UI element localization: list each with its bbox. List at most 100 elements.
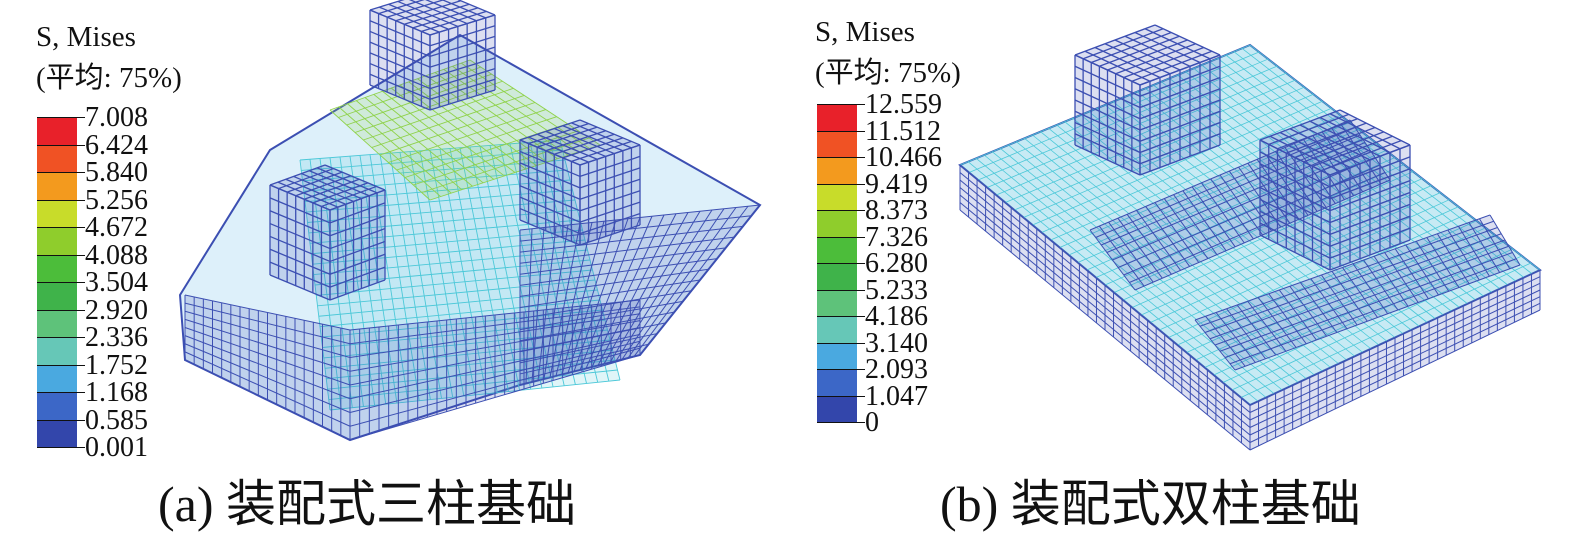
legend-swatch <box>817 316 857 343</box>
three-column-foundation-stress-model <box>178 0 762 442</box>
legend-tick-label: 8.373 <box>865 195 928 226</box>
caption: (a) 装配式三柱基础 <box>158 476 576 532</box>
legend-tick <box>75 309 85 311</box>
legend-tick <box>75 392 85 393</box>
legend-tick <box>75 364 85 366</box>
legend-tick <box>855 104 865 105</box>
legend-swatch <box>37 309 77 337</box>
legend-tick-label: 5.233 <box>865 274 928 306</box>
legend-swatch <box>817 289 857 316</box>
legend-swatch <box>37 117 77 145</box>
legend-tick <box>75 337 85 338</box>
legend-tick-label: 6.280 <box>865 248 928 279</box>
slab-side-front <box>349 299 641 441</box>
box-face-top <box>519 119 641 166</box>
box-face-left <box>1259 139 1331 271</box>
legend-tick <box>855 183 865 185</box>
legend-tick-label: 7.326 <box>865 221 928 253</box>
legend-tick-label: 5.840 <box>85 157 148 188</box>
column-top <box>369 0 496 111</box>
legend-title: S, Mises <box>815 16 915 48</box>
legend-tick <box>855 289 865 291</box>
column-front <box>1259 109 1411 271</box>
legend-tick-label: 7.008 <box>85 102 148 133</box>
legend-tick <box>855 369 865 370</box>
legend-swatch <box>817 395 857 422</box>
legend-swatch <box>37 227 77 255</box>
legend-swatch <box>817 369 857 396</box>
panel-three-column-foundation: S, Mises (平均: 75%) 7.008 6.424 5.840 5.256 4… <box>36 0 762 532</box>
panel-two-column-foundation: S, Mises (平均: 75%) 12.559 11.512 10.466 9.4… <box>790 0 1575 551</box>
box-face-top <box>269 164 386 211</box>
legend-tick-label: 0.001 <box>85 432 148 463</box>
legend-swatch <box>37 364 77 392</box>
legend-tick-label: 9.419 <box>865 168 928 200</box>
legend-tick-label: 4.186 <box>865 301 928 332</box>
legend-title: S, Mises <box>36 21 136 53</box>
legend-tick <box>855 342 865 344</box>
legend-swatch <box>817 183 857 210</box>
legend-tick <box>855 157 865 158</box>
legend-tick <box>75 282 85 283</box>
legend-swatch <box>37 172 77 200</box>
legend-tick <box>75 419 85 421</box>
legend-swatch <box>817 263 857 290</box>
legend-swatch <box>37 337 77 365</box>
slab-side-left <box>959 164 1251 451</box>
legend-swatch <box>37 419 77 447</box>
legend-subtitle: (平均: 75%) <box>36 62 182 94</box>
legend-tick-label: 2.920 <box>85 294 148 326</box>
legend-tick <box>855 316 865 317</box>
legend-tick-label: 10.466 <box>865 142 942 173</box>
box-face-right <box>579 144 641 246</box>
legend-tick <box>75 227 85 228</box>
legend-tick <box>855 395 865 397</box>
legend-swatch <box>817 342 857 369</box>
legend-tick <box>75 199 85 201</box>
legend-tick-label: 4.672 <box>85 212 148 243</box>
legend-tick-label: 0 <box>865 407 879 438</box>
legend-bottom-edge <box>37 447 77 448</box>
legend-tick <box>75 172 85 173</box>
box-face-left <box>1074 54 1141 176</box>
legend-swatch <box>37 254 77 282</box>
legend-tick <box>75 254 85 256</box>
legend-swatch <box>37 392 77 420</box>
rib-front <box>1194 214 1521 371</box>
legend-tick-label: 12.559 <box>865 89 942 120</box>
slab-right-wing <box>519 204 761 386</box>
legend-swatch <box>817 210 857 237</box>
legend-tick-label: 4.088 <box>85 239 148 271</box>
column-left <box>269 164 386 301</box>
box-face-top <box>1074 24 1221 86</box>
two-column-foundation-stress-model <box>958 24 1542 451</box>
legend-tick-label: 3.140 <box>865 327 928 359</box>
legend-tick <box>75 144 85 146</box>
legend-swatch <box>817 104 857 131</box>
legend-swatch <box>37 199 77 227</box>
legend-subtitle: (平均: 75%) <box>815 57 961 89</box>
legend-tick-label: 2.336 <box>85 322 148 353</box>
box-face-top <box>1259 109 1411 176</box>
column-back <box>1074 24 1221 176</box>
column-right <box>519 119 641 246</box>
legend-tick <box>855 422 865 423</box>
legend-tick <box>855 236 865 238</box>
legend-tick-label: 3.504 <box>85 267 148 298</box>
caption: (b) 装配式双柱基础 <box>940 476 1361 532</box>
legend-tick <box>75 117 85 118</box>
legend-tick <box>75 447 85 448</box>
legend-tick-label: 5.256 <box>85 184 148 216</box>
legend-tick-label: 6.424 <box>85 129 148 161</box>
legend-bottom-edge <box>817 422 857 423</box>
legend-tick <box>855 210 865 211</box>
legend-swatch <box>817 130 857 157</box>
slab-side-right <box>1249 269 1541 451</box>
box-face-right <box>429 14 496 111</box>
legend-tick-label: 1.047 <box>865 380 928 412</box>
legend-swatch <box>37 144 77 172</box>
legend-tick <box>855 130 865 132</box>
legend-tick-label: 11.512 <box>865 115 941 147</box>
legend-tick-label: 1.752 <box>85 349 148 381</box>
legend-tick <box>855 263 865 264</box>
